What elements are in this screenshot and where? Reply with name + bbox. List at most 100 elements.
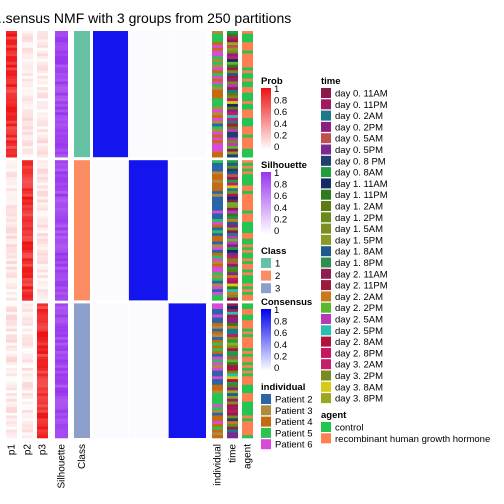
prob-cell-p3	[37, 435, 48, 439]
agent-cell	[242, 334, 253, 338]
prob-cell-p2	[22, 269, 33, 273]
prob-cell-p3	[37, 297, 48, 301]
time-cell	[227, 103, 238, 108]
silhouette-tick: 0.6	[274, 191, 287, 202]
prob-cell-p3	[37, 370, 48, 374]
time-label: day 2. 8PM	[335, 348, 383, 359]
time-label: day 2. 11PM	[335, 281, 388, 292]
class-block-2	[74, 160, 90, 301]
prob-cell-p3	[37, 98, 48, 102]
prob-cell-p2	[22, 56, 33, 60]
silhouette-cell	[55, 137, 68, 141]
prob-cell-p1	[6, 415, 17, 419]
individual-cell	[212, 177, 223, 181]
silhouette-cell	[55, 182, 68, 186]
agent-cell	[242, 160, 253, 164]
time-cell	[227, 235, 238, 239]
silhouette-cell	[55, 339, 68, 343]
agent-cell	[242, 221, 253, 225]
silhouette-cell	[55, 289, 68, 293]
prob-cell-p1	[6, 61, 17, 65]
prob-tick: 1	[274, 84, 279, 95]
prob-cell-p3	[37, 78, 48, 82]
prob-cell-p1	[6, 348, 17, 352]
prob-cell-p3	[37, 81, 48, 85]
prob-cell-p3	[37, 73, 48, 77]
prob-cell-p1	[6, 230, 17, 234]
time-cell	[227, 294, 238, 298]
silhouette-cell	[55, 227, 68, 231]
agent-cell	[242, 429, 253, 433]
consensus-block-2-3	[168, 160, 206, 301]
individual-swatch	[261, 394, 271, 404]
prob-cell-p1	[6, 275, 17, 279]
prob-cell-p2	[22, 423, 33, 428]
time-label: day 3. 8PM	[335, 394, 383, 405]
prob-cell-p2	[22, 64, 33, 68]
silhouette-cell	[55, 202, 68, 206]
consensus-tick: 0.6	[274, 328, 287, 339]
agent-cell	[242, 249, 253, 254]
individual-label: Patient 4	[275, 417, 313, 428]
prob-cell-p2	[22, 117, 33, 122]
silhouette-cell	[55, 373, 68, 377]
individual-cell	[212, 320, 223, 324]
prob-cell-p1	[6, 179, 17, 183]
individual-cell	[212, 185, 223, 189]
prob-cell-p2	[22, 435, 33, 439]
time-cell	[227, 269, 238, 273]
agent-cell	[242, 367, 253, 371]
prob-cell-p1	[6, 395, 17, 400]
prob-cell-p1	[6, 373, 17, 377]
silhouette-cell	[55, 67, 68, 71]
time-cell	[227, 415, 238, 419]
time-cell	[227, 59, 238, 63]
prob-cell-p2	[22, 328, 33, 332]
prob-cell-p2	[22, 98, 33, 102]
prob-cell-p3	[37, 45, 48, 49]
prob-cell-p2	[22, 174, 33, 178]
prob-cell-p1	[6, 131, 17, 136]
time-label: day 0. 11AM	[335, 89, 388, 100]
individual-cell	[212, 280, 223, 284]
agent-cell	[242, 134, 253, 138]
agent-cell	[242, 42, 253, 46]
individual-label: Patient 3	[275, 406, 313, 417]
prob-cell-p2	[22, 61, 33, 65]
individual-cell	[212, 432, 223, 436]
prob-cell-p3	[37, 373, 48, 377]
prob-cell-p3	[37, 106, 48, 110]
time-swatch	[321, 178, 331, 189]
time-cell	[227, 362, 238, 366]
agent-cell	[242, 145, 253, 150]
agent-cell	[242, 84, 253, 88]
prob-cell-p1	[6, 249, 17, 254]
time-cell	[227, 266, 238, 270]
silhouette-cell	[55, 365, 68, 369]
time-cell	[227, 331, 238, 335]
individual-cell	[212, 143, 223, 147]
time-label: day 1. 8AM	[335, 247, 383, 258]
prob-cell-p1	[6, 381, 17, 386]
prob-cell-p3	[37, 269, 48, 273]
agent-cell	[242, 314, 253, 318]
silhouette-cell	[55, 98, 68, 102]
column-label-p2: p2	[23, 444, 34, 456]
time-swatch	[321, 280, 331, 291]
individual-cell	[212, 120, 223, 124]
prob-cell-p1	[6, 283, 17, 287]
silhouette-cell	[55, 379, 68, 383]
agent-cell	[242, 415, 253, 419]
silhouette-cell	[55, 370, 68, 374]
time-cell	[227, 306, 238, 310]
agent-cell	[242, 390, 253, 394]
prob-cell-p2	[22, 409, 33, 414]
agent-cell	[242, 331, 253, 335]
individual-cell	[212, 151, 223, 155]
individual-cell	[212, 421, 223, 425]
prob-cell-p1	[6, 177, 17, 181]
time-cell	[227, 160, 238, 164]
prob-cell-p2	[22, 193, 33, 197]
prob-cell-p3	[37, 160, 48, 164]
agent-cell	[242, 95, 253, 99]
